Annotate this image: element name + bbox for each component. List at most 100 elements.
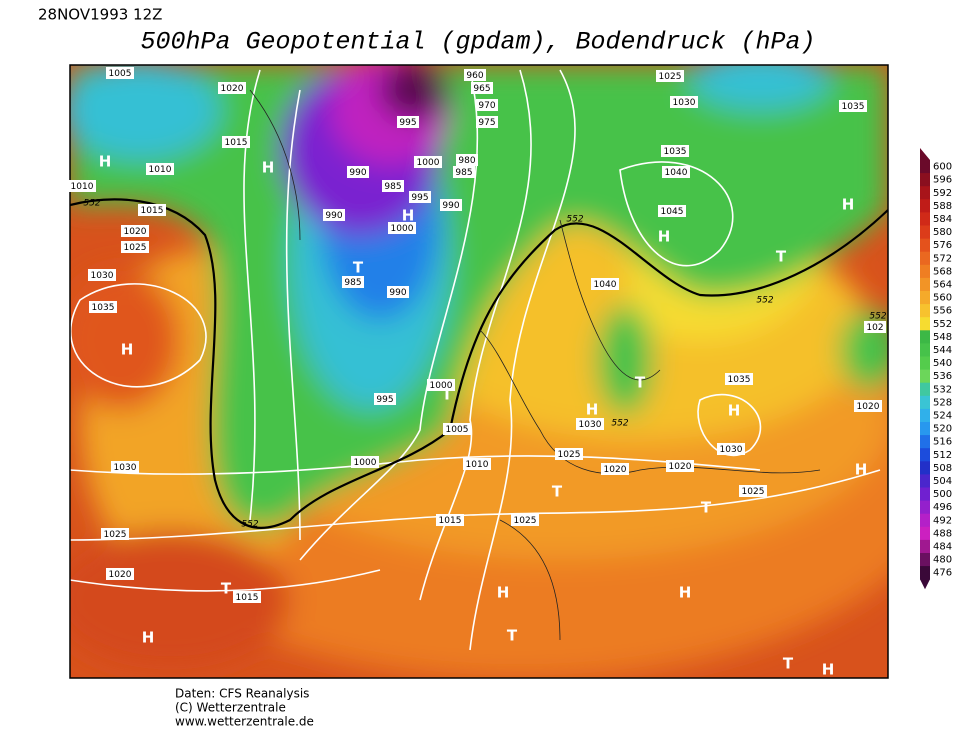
colorbar-label: 516	[933, 437, 952, 448]
isobar-label: 1010	[149, 165, 172, 175]
pressure-center: H	[658, 228, 671, 246]
geopotential-552	[70, 198, 888, 529]
colorbar-swatch	[920, 369, 930, 384]
colorbar-swatch	[920, 160, 930, 174]
map-frame	[69, 64, 889, 679]
pressure-center: T	[552, 483, 563, 501]
isobar-label: 102	[866, 323, 883, 333]
colorbar-label: 584	[933, 214, 952, 225]
isobar-label: 1030	[673, 98, 696, 108]
colorbar-swatch	[920, 356, 930, 371]
isobar-label-box	[222, 136, 250, 148]
isobar-label: 1040	[594, 280, 617, 290]
isobar-label-box	[414, 156, 442, 168]
isobar-label-box	[717, 443, 745, 455]
colorbar-swatch	[920, 539, 930, 554]
isobar-label: 985	[344, 278, 361, 288]
pressure-center: H	[842, 196, 855, 214]
isobar-label: 1020	[109, 570, 132, 580]
colorbar-label: 568	[933, 266, 952, 277]
isobar-label-box	[436, 514, 464, 526]
pressure-center: H	[679, 584, 692, 602]
isobar-label: 1000	[354, 458, 377, 468]
isobar-label: 1035	[728, 375, 751, 385]
geopotential-label: 552	[756, 296, 773, 306]
colorbar-swatch	[920, 330, 930, 344]
colorbar-label: 488	[933, 528, 952, 539]
isobar-label: 980	[458, 156, 475, 166]
colorbar-label: 528	[933, 397, 952, 408]
pressure-center: T	[783, 655, 794, 673]
footer-line: Daten: CFS Reanalysis	[175, 687, 309, 701]
isobar-label-box	[725, 373, 753, 385]
isobar-label-box	[233, 591, 261, 603]
isobar-label-box	[427, 379, 455, 391]
colorbar-swatch	[920, 395, 930, 410]
isobar-label-box	[463, 458, 491, 470]
isobar-label-box	[670, 96, 698, 108]
colorbar-swatch	[920, 448, 930, 462]
isobar-label: 970	[478, 101, 495, 111]
colorbar-label: 476	[933, 568, 952, 579]
colorbar-swatch	[920, 526, 930, 541]
isobar-label-box	[864, 321, 886, 333]
isobar-label: 985	[455, 168, 472, 178]
geopotential-label: 552	[83, 199, 100, 209]
isobar-label-box	[656, 70, 684, 82]
colorbar-swatch	[920, 291, 930, 305]
isobar-label-box	[146, 163, 174, 175]
colorbar-label: 564	[933, 279, 952, 290]
isobar-label-box	[443, 423, 471, 435]
colorbar-label: 548	[933, 332, 952, 343]
colorbar-swatch	[920, 435, 930, 449]
isobar-label: 1040	[665, 168, 688, 178]
colorbar-swatch	[920, 277, 930, 292]
isobar-label-box	[89, 301, 117, 313]
isobar-label-box	[591, 278, 619, 290]
isobar-label-box	[138, 204, 166, 216]
isobar-label-box	[739, 485, 767, 497]
isobar-label-box	[388, 222, 416, 234]
pressure-center: H	[262, 159, 275, 177]
isobar-label: 1015	[439, 516, 462, 526]
isobar-label: 1025	[104, 530, 127, 540]
isobar-label: 995	[376, 395, 393, 405]
isobar-label: 1030	[579, 420, 602, 430]
isobar-label: 990	[389, 288, 406, 298]
colorbar-swatch	[920, 553, 930, 567]
isobar-label: 1025	[659, 72, 682, 82]
isobar-label: 1015	[225, 138, 248, 148]
isobar-label: 1015	[236, 593, 259, 603]
title: 500hPa Geopotential (gpdam), Bodendruck …	[140, 28, 815, 57]
colorbar-swatch	[920, 566, 930, 580]
isobar-label: 1025	[558, 450, 581, 460]
isobar-label-box	[218, 82, 246, 94]
isobar-label-box	[456, 154, 478, 166]
pressure-center: H	[142, 629, 155, 647]
pressure-center: T	[353, 259, 364, 277]
isobar-label: 1025	[124, 243, 147, 253]
colorbar-swatch	[920, 408, 930, 423]
colorbar-label: 572	[933, 253, 952, 264]
colorbar-label: 480	[933, 555, 952, 566]
isobar-label-box	[576, 418, 604, 430]
colorbar-label: 592	[933, 188, 952, 199]
colorbar-swatch	[920, 513, 930, 528]
colorbar-swatch	[920, 500, 930, 515]
isobar-label: 1025	[514, 516, 537, 526]
colorbar-label: 512	[933, 450, 952, 461]
isobar-label: 1020	[669, 462, 692, 472]
map-field	[70, 65, 888, 678]
isobar-label: 1010	[71, 182, 94, 192]
pressure-center: T	[776, 248, 787, 266]
isobar-label-box	[658, 205, 686, 217]
colorbar-label: 524	[933, 410, 952, 421]
isobar-label: 965	[473, 84, 490, 94]
pressure-center: T	[442, 386, 453, 404]
colorbar-label: 544	[933, 345, 952, 356]
colorbar-swatch	[920, 474, 930, 488]
isobar-label: 995	[399, 118, 416, 128]
isobar-label-box	[351, 456, 379, 468]
date: 28NOV1993 12Z	[38, 6, 162, 24]
isobar-label: 1020	[604, 465, 627, 475]
